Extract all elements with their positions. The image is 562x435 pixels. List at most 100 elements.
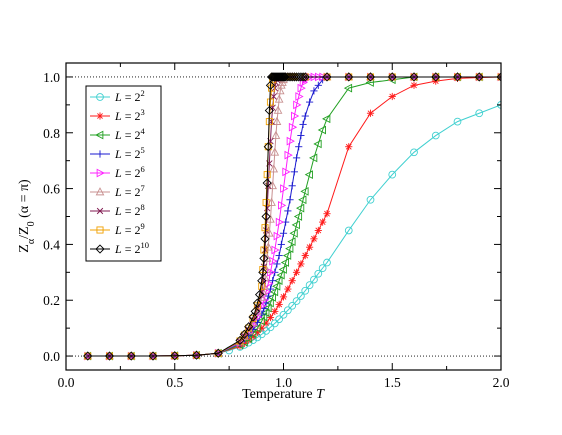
- data-point: [278, 265, 287, 274]
- data-point: [410, 148, 418, 157]
- data-point: [301, 251, 309, 260]
- data-point: [252, 298, 262, 308]
- data-point: [285, 72, 295, 82]
- y-axis-title: Zα/Z0 (α = π): [17, 179, 37, 253]
- data-point: [310, 275, 318, 284]
- data-point: [366, 195, 375, 204]
- legend-label: L = 210: [114, 240, 149, 256]
- data-point: [293, 212, 303, 221]
- legend-entry: L = 26: [90, 164, 145, 180]
- data-point: [264, 292, 272, 300]
- data-point: [290, 168, 298, 176]
- data-point: [267, 293, 276, 302]
- series-L-2-10: [83, 72, 501, 361]
- x-tick-label: 1.0: [275, 375, 292, 390]
- data-point: [388, 92, 396, 101]
- data-point: [266, 323, 275, 332]
- legend-label: L = 25: [114, 145, 145, 161]
- data-point: [304, 170, 313, 179]
- data-point: [323, 258, 331, 267]
- data-point: [235, 335, 245, 346]
- data-point: [272, 116, 282, 125]
- data-point: [296, 72, 306, 82]
- data-point: [265, 80, 276, 90]
- data-point: [310, 235, 318, 243]
- x-tick-label: 1.5: [384, 375, 401, 390]
- y-tick-label: 0.2: [43, 293, 60, 308]
- data-point: [345, 143, 353, 151]
- data-point: [95, 244, 105, 254]
- data-point: [314, 226, 322, 235]
- data-point: [284, 150, 293, 160]
- data-point: [431, 72, 441, 82]
- data-point: [274, 94, 284, 103]
- data-point: [453, 117, 462, 126]
- data-point: [279, 310, 288, 319]
- legend-label: L = 22: [114, 88, 145, 104]
- data-point: [95, 130, 104, 140]
- data-point: [286, 196, 294, 204]
- data-point: [239, 329, 249, 339]
- data-point: [295, 203, 305, 213]
- legend-entry: L = 210: [90, 240, 149, 256]
- legend-entry: L = 24: [90, 126, 145, 142]
- data-point: [267, 197, 276, 206]
- data-point: [283, 72, 293, 82]
- data-point: [266, 98, 274, 106]
- data-point: [248, 312, 258, 322]
- data-point: [289, 228, 298, 238]
- data-point: [323, 210, 331, 218]
- data-point: [262, 299, 270, 307]
- data-point: [344, 72, 354, 82]
- data-point: [474, 72, 484, 82]
- data-point: [250, 306, 260, 316]
- data-point: [291, 72, 302, 82]
- legend-entry: L = 27: [90, 183, 145, 199]
- data-point: [366, 109, 375, 117]
- data-point: [96, 207, 104, 215]
- data-point: [309, 153, 318, 163]
- data-point: [273, 231, 282, 241]
- x-tick-label: 0.0: [58, 375, 75, 390]
- x-tick-label: 0.5: [166, 375, 183, 390]
- data-point: [269, 287, 279, 297]
- data-point: [269, 277, 277, 285]
- data-point: [273, 105, 283, 114]
- data-point: [317, 125, 326, 135]
- data-point: [282, 167, 291, 177]
- legend-label: L = 28: [114, 202, 145, 218]
- data-point: [258, 267, 268, 277]
- axes: 0.0 0.5 1.0 1.5 2.0 0.0 0.2 0.4 0.6 0.8 1.0: [43, 62, 510, 390]
- data-point: [298, 195, 307, 205]
- data-point: [288, 301, 297, 310]
- plot-area: [66, 72, 501, 361]
- legend-label: L = 24: [114, 126, 145, 142]
- y-tick-label: 0.4: [43, 237, 60, 252]
- data-point: [295, 143, 303, 151]
- data-point: [277, 240, 285, 249]
- data-point: [266, 285, 275, 293]
- data-point: [301, 286, 310, 295]
- data-point: [254, 290, 265, 300]
- data-point: [410, 81, 418, 89]
- legend-label: L = 29: [114, 221, 145, 237]
- data-point: [252, 323, 261, 333]
- data-point: [306, 243, 314, 251]
- data-point: [269, 164, 279, 173]
- data-point: [284, 207, 292, 215]
- data-point: [291, 111, 300, 121]
- data-point: [292, 268, 301, 276]
- data-point: [260, 305, 268, 313]
- y-tick-label: 1.0: [43, 70, 60, 85]
- data-point: [276, 270, 285, 280]
- data-point: [288, 122, 298, 132]
- data-point: [274, 276, 283, 286]
- legend-label: L = 26: [114, 164, 145, 180]
- data-point: [297, 131, 305, 140]
- data-point: [277, 200, 287, 210]
- legend-entry: L = 23: [90, 107, 145, 123]
- data-point: [322, 114, 331, 124]
- legend-entry: L = 25: [90, 145, 145, 161]
- data-point: [279, 293, 288, 301]
